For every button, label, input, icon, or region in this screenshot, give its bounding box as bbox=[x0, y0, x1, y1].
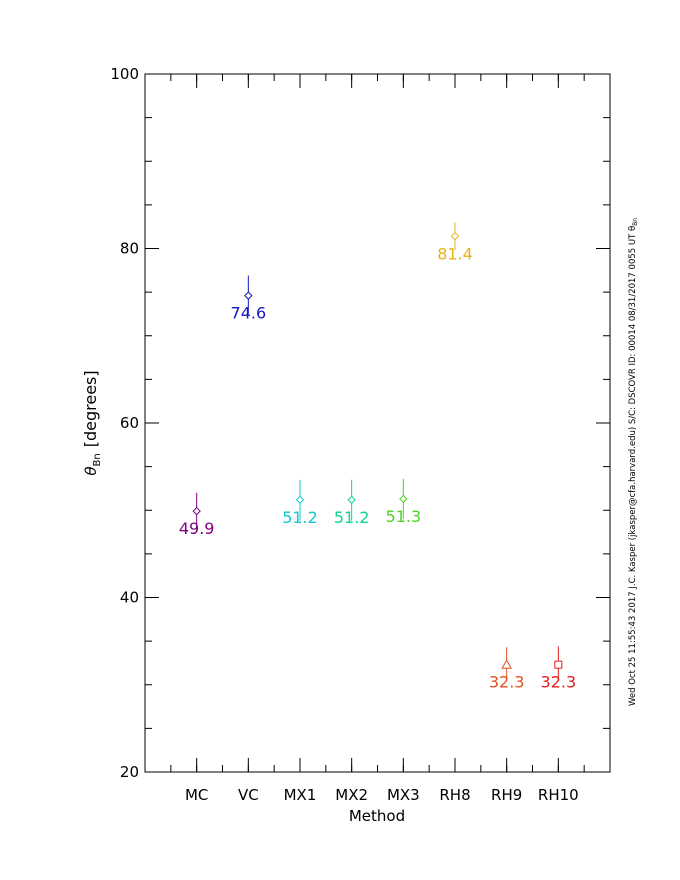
diamond-marker bbox=[399, 494, 408, 504]
side-note-subscript: Bn bbox=[632, 218, 639, 226]
svg-text:θBn[degrees]: θBn [degrees] bbox=[81, 370, 103, 475]
value-label: 51.2 bbox=[282, 508, 318, 527]
diamond-marker bbox=[347, 495, 356, 504]
value-label: 32.3 bbox=[489, 673, 525, 692]
square-marker bbox=[554, 660, 563, 669]
y-tick-label: 40 bbox=[120, 589, 139, 607]
side-annotation: Wed Oct 25 11:55:43 2017 J.C. Kasper (jk… bbox=[628, 218, 639, 706]
svg-text:Wed Oct 25 11:55:43 2017 J.C: Wed Oct 25 11:55:43 2017 J.C. Kasper (jk… bbox=[628, 218, 639, 706]
y-axis-title: θBn [degrees] bbox=[81, 370, 103, 475]
x-tick-label: RH8 bbox=[439, 786, 470, 804]
value-label: 32.3 bbox=[541, 673, 577, 692]
y-tick-label: 80 bbox=[120, 240, 139, 258]
data-point-mx1: 51.2 bbox=[282, 479, 318, 527]
diamond-marker bbox=[192, 506, 201, 516]
x-tick-label: RH10 bbox=[538, 786, 579, 804]
data-point-mx3: 51.3 bbox=[386, 478, 422, 526]
x-tick-label: MX3 bbox=[387, 786, 420, 804]
triangle-marker bbox=[501, 659, 513, 669]
data-point-rh9: 32.3 bbox=[489, 647, 525, 692]
value-label: 81.4 bbox=[437, 244, 473, 263]
y-tick-label: 60 bbox=[120, 414, 139, 432]
x-axis-title: Method bbox=[349, 807, 405, 825]
x-tick-label: MX2 bbox=[335, 786, 368, 804]
x-tick-label: MC bbox=[185, 786, 208, 804]
value-label: 74.6 bbox=[231, 304, 267, 323]
y-axis-unit: [degrees] bbox=[81, 370, 100, 447]
diamond-marker bbox=[244, 291, 253, 300]
x-tick-labels: MC VC MX1 MX2 MX3 RH8 RH9 RH10 bbox=[185, 786, 579, 804]
plot-frame bbox=[144, 73, 611, 773]
y-axis-symbol: θ bbox=[82, 466, 100, 475]
side-note-text: Wed Oct 25 11:55:43 2017 J.C. Kasper (jk… bbox=[628, 226, 638, 706]
x-tick-label: RH9 bbox=[491, 786, 522, 804]
value-label: 51.2 bbox=[334, 508, 370, 527]
y-axis-subscript: Bn bbox=[92, 453, 103, 466]
data-point-rh10: 32.3 bbox=[541, 646, 577, 692]
data-point-vc: 74.6 bbox=[231, 275, 267, 323]
x-tick-label: MX1 bbox=[284, 786, 317, 804]
y-tick-labels: 20 40 60 80 100 bbox=[110, 65, 139, 781]
diamond-marker bbox=[450, 232, 460, 241]
axis-ticks bbox=[144, 73, 611, 773]
data-points: 49.9 74.6 51.2 51.2 51.3 81.4 32.3 32.3 bbox=[179, 222, 577, 692]
x-tick-label: VC bbox=[238, 786, 259, 804]
value-label: 51.3 bbox=[386, 507, 422, 526]
diamond-marker bbox=[295, 495, 305, 504]
y-tick-label: 100 bbox=[110, 65, 139, 83]
y-tick-label: 20 bbox=[120, 763, 139, 781]
data-point-rh8: 81.4 bbox=[437, 222, 473, 263]
data-point-mc: 49.9 bbox=[179, 492, 215, 538]
value-label: 49.9 bbox=[179, 519, 215, 538]
data-point-mx2: 51.2 bbox=[334, 479, 370, 527]
